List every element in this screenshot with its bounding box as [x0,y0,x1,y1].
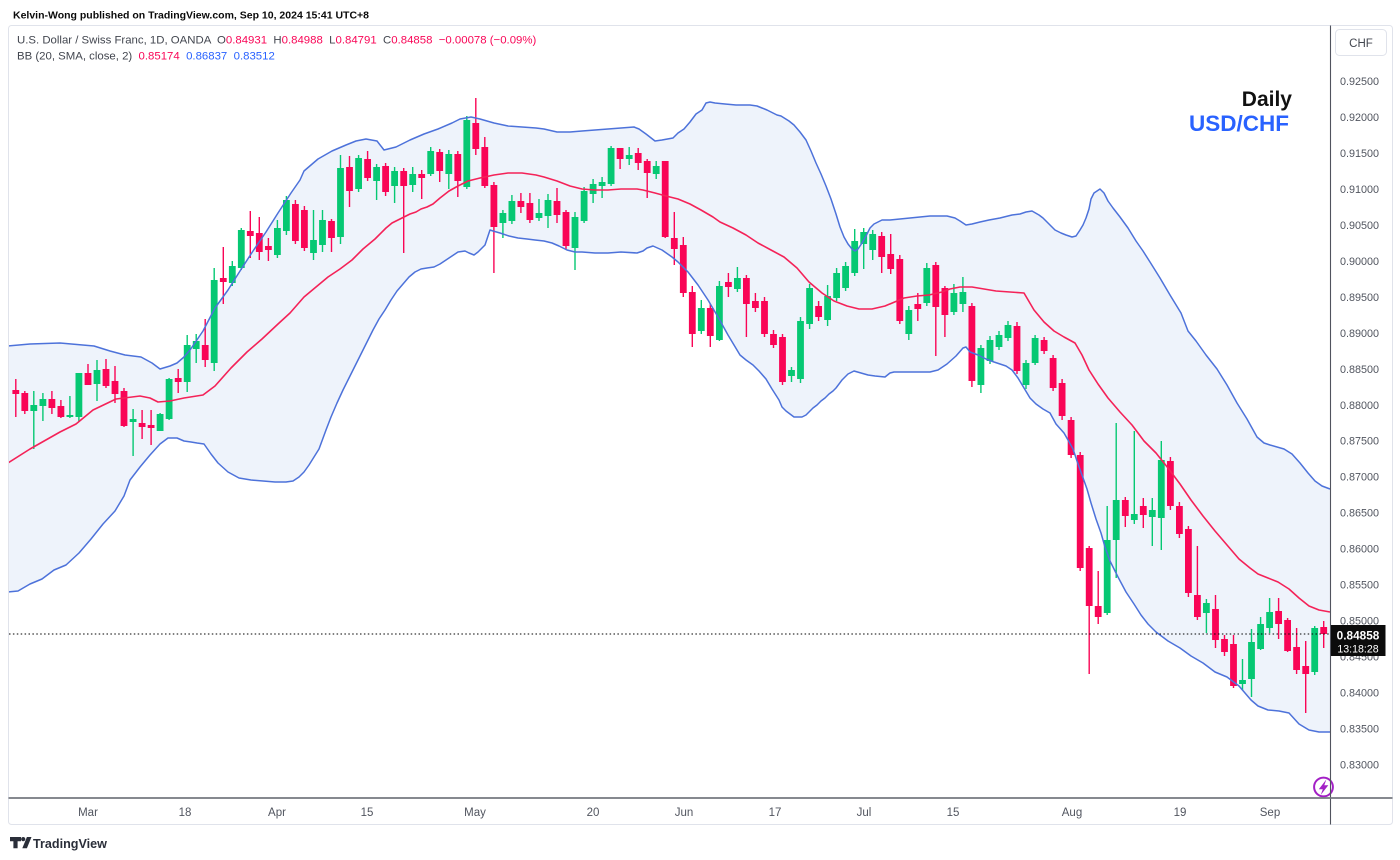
svg-text:0.87500: 0.87500 [1340,436,1379,448]
svg-text:CHF: CHF [1349,38,1373,50]
svg-text:U.S. Dollar / Swiss Franc, 1D,: U.S. Dollar / Swiss Franc, 1D, OANDA O0.… [17,35,537,47]
svg-text:0.85500: 0.85500 [1340,580,1379,592]
svg-text:0.83000: 0.83000 [1340,759,1379,771]
svg-text:0.86000: 0.86000 [1340,544,1379,556]
svg-text:0.89500: 0.89500 [1340,292,1379,304]
svg-text:0.91500: 0.91500 [1340,148,1379,160]
svg-text:Jun: Jun [675,807,694,819]
svg-text:Jul: Jul [857,807,872,819]
svg-text:0.92500: 0.92500 [1340,76,1379,88]
svg-text:0.90500: 0.90500 [1340,220,1379,232]
svg-text:18: 18 [179,807,192,819]
svg-text:20: 20 [587,807,600,819]
svg-text:15: 15 [361,807,374,819]
svg-text:0.91000: 0.91000 [1340,184,1379,196]
svg-text:13:18:28: 13:18:28 [1337,644,1378,656]
svg-text:0.84000: 0.84000 [1340,687,1379,699]
svg-text:Apr: Apr [268,807,286,819]
svg-text:0.83500: 0.83500 [1340,723,1379,735]
svg-text:0.85000: 0.85000 [1340,616,1379,628]
svg-text:USD/CHF: USD/CHF [1189,111,1289,136]
svg-text:0.90000: 0.90000 [1340,256,1379,268]
svg-text:0.87000: 0.87000 [1340,472,1379,484]
svg-text:19: 19 [1174,807,1187,819]
svg-text:TradingView: TradingView [33,837,107,851]
svg-text:0.86500: 0.86500 [1340,508,1379,520]
svg-text:May: May [464,807,486,819]
svg-text:0.88000: 0.88000 [1340,400,1379,412]
svg-text:0.92000: 0.92000 [1340,112,1379,124]
svg-text:BB (20, SMA, close, 2) 0.8517: BB (20, SMA, close, 2) 0.85174 0.86837 0… [17,51,275,63]
svg-text:15: 15 [947,807,960,819]
svg-text:0.84858: 0.84858 [1337,629,1380,643]
svg-text:Aug: Aug [1062,807,1082,819]
svg-text:0.88500: 0.88500 [1340,364,1379,376]
svg-text:Kelvin-Wong published on Tradi: Kelvin-Wong published on TradingView.com… [13,10,369,22]
svg-text:Sep: Sep [1260,807,1280,819]
svg-text:0.89000: 0.89000 [1340,328,1379,340]
svg-text:Daily: Daily [1242,88,1293,111]
svg-text:17: 17 [769,807,782,819]
svg-text:Mar: Mar [78,807,98,819]
